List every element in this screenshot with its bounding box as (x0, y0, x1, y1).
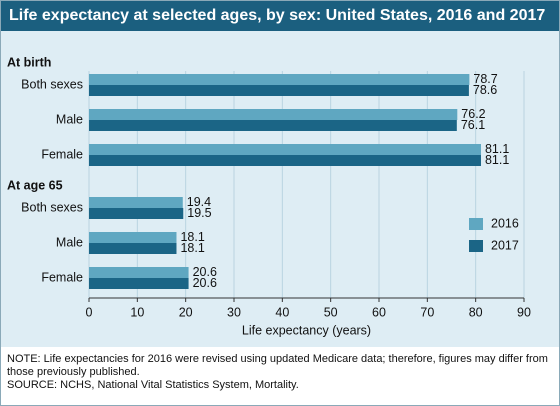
value-label: 76.2 (461, 107, 485, 121)
value-label: 18.1 (180, 241, 204, 255)
value-label: 19.4 (187, 195, 211, 209)
x-axis-label: Life expectancy (years) (242, 323, 371, 337)
bar (89, 197, 183, 208)
y-tick-label: Male (56, 235, 83, 249)
bar (89, 85, 469, 96)
bar (89, 267, 189, 278)
x-tick-label: 0 (86, 305, 93, 319)
bar (89, 208, 184, 219)
value-label: 20.6 (193, 265, 217, 279)
chart: 0 10 20 30 40 50 60 70 80 90 Life expectancy (year… (1, 31, 559, 347)
x-tick-label: 80 (469, 305, 483, 319)
y-tick-label: Female (41, 147, 83, 161)
value-label: 20.6 (193, 276, 217, 290)
bar (89, 120, 457, 131)
value-label: 81.1 (485, 142, 509, 156)
note: NOTE: Life expectancies for 2016 were re… (7, 353, 548, 378)
value-label: 19.5 (187, 206, 211, 220)
notes: NOTE: Life expectancies for 2016 were re… (7, 353, 553, 392)
value-label: 78.6 (473, 83, 497, 97)
legend-label: 2016 (491, 216, 519, 230)
y-tick-label: Male (56, 112, 83, 126)
x-tick-label: 60 (372, 305, 386, 319)
value-label: 78.7 (473, 72, 497, 86)
bar (89, 278, 189, 289)
legend-label: 2017 (491, 238, 519, 252)
bar (89, 109, 458, 120)
y-tick-label: Both sexes (21, 77, 83, 91)
value-label: 76.1 (461, 118, 485, 132)
x-tick-label: 30 (227, 305, 241, 319)
x-tick-label: 20 (179, 305, 193, 319)
x-tick-label: 40 (275, 305, 289, 319)
bar (89, 74, 470, 85)
bar (89, 144, 481, 155)
y-tick-label: Both sexes (21, 200, 83, 214)
value-label: 18.1 (180, 230, 204, 244)
bar (89, 243, 177, 254)
x-tick-label: 10 (130, 305, 144, 319)
x-tick-label: 90 (517, 305, 531, 319)
bar (89, 232, 177, 243)
x-tick-label: 50 (324, 305, 338, 319)
x-tick-label: 70 (420, 305, 434, 319)
legend-swatch (469, 240, 483, 252)
legend-swatch (469, 218, 483, 230)
chart-title: Life expectancy at selected ages, by sex… (1, 1, 559, 31)
source: SOURCE: NCHS, National Vital Statistics … (7, 379, 299, 391)
y-tick-label: Female (41, 270, 83, 284)
group-label: At age 65 (7, 178, 63, 192)
bar (89, 155, 481, 166)
value-label: 81.1 (485, 153, 509, 167)
group-label: At birth (7, 55, 51, 69)
